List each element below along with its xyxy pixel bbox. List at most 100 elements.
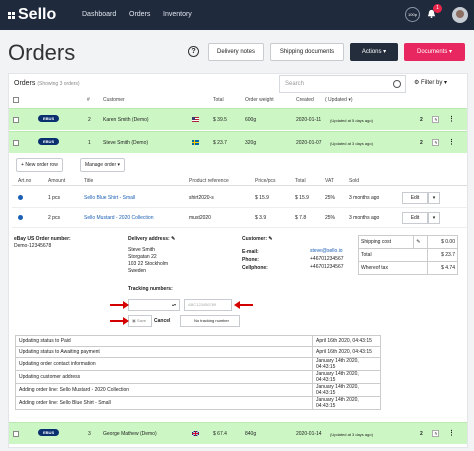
col-number[interactable]: # <box>87 97 90 103</box>
log-message: Adding order line: Sello Mustard - 2020 … <box>15 383 313 397</box>
order-total: $ 67.4 <box>213 431 227 437</box>
ebay-order-label: eBay US Order number: <box>14 236 71 242</box>
customer-name[interactable]: Steve Smith (Demo) <box>103 140 149 146</box>
log-time: January 14th 2020, 04:43:15 <box>312 357 381 371</box>
us-flag-icon <box>192 117 199 122</box>
col-item-total: Total <box>295 178 306 184</box>
log-message: Adding order line: Sello Blue Shirt - Sm… <box>15 396 313 410</box>
row-count: 2 <box>420 140 423 146</box>
nav-orders[interactable]: Orders <box>129 11 151 18</box>
edit-line-button[interactable]: Edit <box>402 212 428 224</box>
row-checkbox[interactable] <box>13 431 19 437</box>
edit-address-icon[interactable]: ✎ <box>169 236 176 242</box>
tax-value: $ 4.74 <box>427 261 458 275</box>
new-order-row-button[interactable]: + New order row <box>16 158 63 172</box>
line-sold: 3 months ago <box>349 215 380 221</box>
tax-label: Whereof tax <box>357 261 429 275</box>
filter-by-button[interactable]: ⚙ Filter by ▾ <box>414 79 447 86</box>
documents-button[interactable]: Documents ▾ <box>404 43 465 61</box>
order-weight: 840g <box>245 431 257 437</box>
table-row[interactable]: EBUS 2 Karen Smith (Demo) $ 39.5 600g 20… <box>9 108 467 130</box>
col-created[interactable]: Created <box>296 97 314 103</box>
log-row: Adding order line: Sello Blue Shirt - Sm… <box>15 396 381 410</box>
col-sold: Sold <box>349 178 360 184</box>
customer-name[interactable]: George Mathew (Demo) <box>103 431 157 437</box>
tracking-number-input[interactable]: ABC123456789 <box>184 299 232 311</box>
line-total: $ 15.9 <box>295 195 309 201</box>
line-title-link[interactable]: Sello Blue Shirt - Small <box>84 195 136 201</box>
line-price: $ 3.9 <box>255 215 267 221</box>
edit-shipping-icon[interactable]: ✎ <box>413 235 429 249</box>
line-vat: 25% <box>325 195 336 201</box>
log-row: Updating customer address January 14th 20… <box>15 370 381 384</box>
col-order-weight[interactable]: Order weight <box>245 97 274 103</box>
items-table-header: Art.no Amount Title Product reference Pr… <box>12 176 467 186</box>
more-icon[interactable]: ⋮ <box>448 139 455 146</box>
created-date: 2020-01-11 <box>296 117 322 123</box>
order-total: $ 23.7 <box>213 140 227 146</box>
manage-order-button[interactable]: Manage order ▾ <box>80 158 126 172</box>
updated-at: (Updated at 3 days ago) <box>330 141 373 146</box>
actions-button[interactable]: Actions ▾ <box>350 43 398 61</box>
customer-label: Customer: ✎ <box>242 236 273 242</box>
nav-dashboard[interactable]: Dashboard <box>82 11 117 18</box>
edit-line-button[interactable]: Edit <box>402 192 428 204</box>
no-tracking-number-button[interactable]: No tracking number <box>180 315 240 327</box>
ebus-tag: EBUS <box>38 429 60 436</box>
row-checkbox[interactable] <box>13 140 19 146</box>
orders-heading: Orders (Showing 3 orders) <box>14 80 80 87</box>
edit-pencil-icon[interactable]: ✎ <box>432 116 439 123</box>
sello-logo[interactable]: Sello <box>8 6 56 24</box>
delivery-notes-button[interactable]: Delivery notes <box>208 43 264 61</box>
nav-inventory[interactable]: Inventory <box>163 11 192 18</box>
table-row[interactable]: EBUS 3 George Mathew (Demo) $ 67.4 840g … <box>9 422 467 444</box>
annotation-arrow-right <box>110 317 129 325</box>
orders-heading-text: Orders <box>14 80 36 87</box>
customer-email[interactable]: steve@sello.io <box>310 248 343 254</box>
uk-flag-icon <box>192 431 199 436</box>
line-amount: 2 pcs <box>48 215 60 221</box>
cellphone-label: Cellphone: <box>242 265 268 271</box>
select-all-checkbox[interactable] <box>13 97 19 103</box>
more-icon[interactable]: ⋮ <box>448 116 455 123</box>
se-flag-icon <box>192 140 199 145</box>
edit-pencil-icon[interactable]: ✎ <box>432 430 439 437</box>
customer-name[interactable]: Karen Smith (Demo) <box>103 117 149 123</box>
carrier-select[interactable]: ▴▾ <box>128 299 180 311</box>
edit-customer-icon[interactable]: ✎ <box>267 236 273 242</box>
line-reference: must2020 <box>189 215 211 221</box>
edit-dropdown-icon[interactable]: ▾ <box>428 192 440 204</box>
log-message: Updating status to Awaiting payment <box>15 346 313 358</box>
info-icon[interactable] <box>18 215 23 220</box>
col-price: Price/pcs <box>255 178 276 184</box>
ebay-order-number: Demo-12345678 <box>14 243 52 249</box>
address-line: Storgatan 22 <box>128 254 157 260</box>
order-line: 1 pcs Sello Blue Shirt - Small shirt2020… <box>12 188 467 208</box>
usage-gauge-icon[interactable]: 100p <box>405 7 420 22</box>
row-checkbox[interactable] <box>13 117 19 123</box>
line-reference: shirt2020-s <box>189 195 214 201</box>
more-icon[interactable]: ⋮ <box>448 430 455 437</box>
cancel-tracking-button[interactable]: Cancel <box>154 318 171 324</box>
search-input[interactable]: Search <box>279 75 406 93</box>
table-row[interactable]: EBUS 1 Steve Smith (Demo) $ 23.7 320g 20… <box>9 131 467 153</box>
shipping-documents-button[interactable]: Shipping documents <box>270 43 344 61</box>
avatar[interactable] <box>452 7 468 23</box>
address-line: Sweden <box>128 268 147 274</box>
customer-phone: +46701234567 <box>310 256 344 262</box>
notification-badge: 1 <box>433 4 442 13</box>
help-icon[interactable]: ? <box>188 46 199 57</box>
save-tracking-button[interactable]: ▣ Save <box>128 315 152 327</box>
total-value: $ 23.7 <box>427 248 458 262</box>
col-total[interactable]: Total <box>213 97 224 103</box>
log-row: Updating order contact information Januar… <box>15 357 381 371</box>
save-label: Save <box>136 318 147 323</box>
col-updated[interactable]: ( Updated ▾) <box>325 97 353 103</box>
edit-dropdown-icon[interactable]: ▾ <box>428 212 440 224</box>
page-title: Orders <box>8 40 76 65</box>
line-title-link[interactable]: Sello Mustard - 2020 Collection <box>84 215 154 221</box>
col-customer[interactable]: Customer <box>103 97 125 103</box>
edit-pencil-icon[interactable]: ✎ <box>432 139 439 146</box>
new-order-row-label: New order row <box>25 162 58 168</box>
info-icon[interactable] <box>18 195 23 200</box>
